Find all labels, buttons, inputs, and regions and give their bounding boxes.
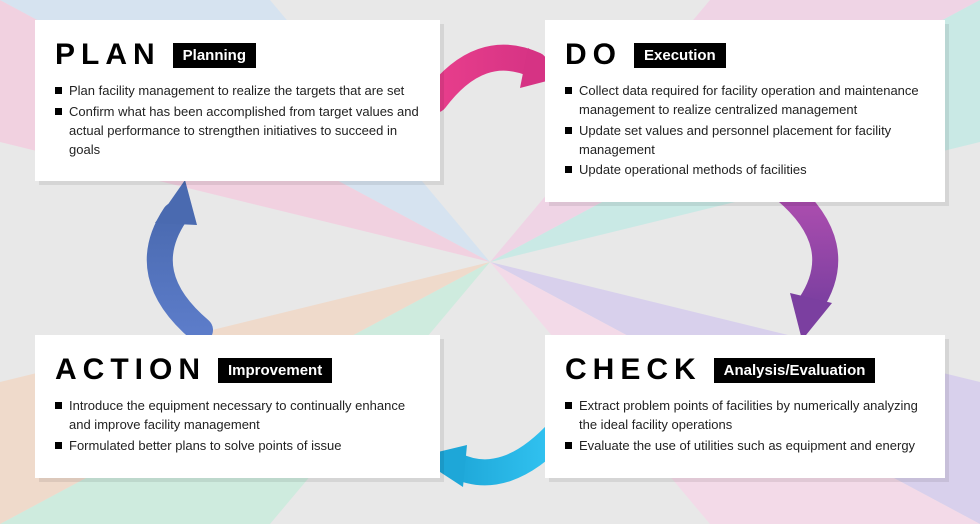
card-do-body: Collect data required for facility opera… [565, 82, 925, 180]
card-check-header: CHECK Analysis/Evaluation [565, 353, 925, 387]
list-item: Update set values and personnel placemen… [565, 122, 925, 160]
card-check-tag: Analysis/Evaluation [714, 358, 876, 383]
card-plan-header: PLAN Planning [55, 38, 420, 72]
list-item: Collect data required for facility opera… [565, 82, 925, 120]
card-plan-tag: Planning [173, 43, 256, 68]
list-item: Extract problem points of facilities by … [565, 397, 925, 435]
card-check-title: CHECK [565, 353, 702, 387]
list-item: Update operational methods of facilities [565, 161, 925, 180]
list-item: Plan facility management to realize the … [55, 82, 420, 101]
card-check: CHECK Analysis/Evaluation Extract proble… [545, 335, 945, 478]
card-action-tag: Improvement [218, 358, 332, 383]
card-do: DO Execution Collect data required for f… [545, 20, 945, 202]
card-action: ACTION Improvement Introduce the equipme… [35, 335, 440, 478]
list-item: Evaluate the use of utilities such as eq… [565, 437, 925, 456]
list-item: Introduce the equipment necessary to con… [55, 397, 420, 435]
card-action-title: ACTION [55, 353, 206, 387]
card-plan: PLAN Planning Plan facility management t… [35, 20, 440, 181]
list-item: Confirm what has been accomplished from … [55, 103, 420, 160]
card-do-title: DO [565, 38, 622, 72]
card-action-header: ACTION Improvement [55, 353, 420, 387]
card-action-body: Introduce the equipment necessary to con… [55, 397, 420, 456]
card-plan-title: PLAN [55, 38, 161, 72]
card-do-tag: Execution [634, 43, 726, 68]
card-plan-body: Plan facility management to realize the … [55, 82, 420, 159]
list-item: Formulated better plans to solve points … [55, 437, 420, 456]
card-do-header: DO Execution [565, 38, 925, 72]
card-check-body: Extract problem points of facilities by … [565, 397, 925, 456]
arrow-action-to-plan [115, 175, 245, 345]
